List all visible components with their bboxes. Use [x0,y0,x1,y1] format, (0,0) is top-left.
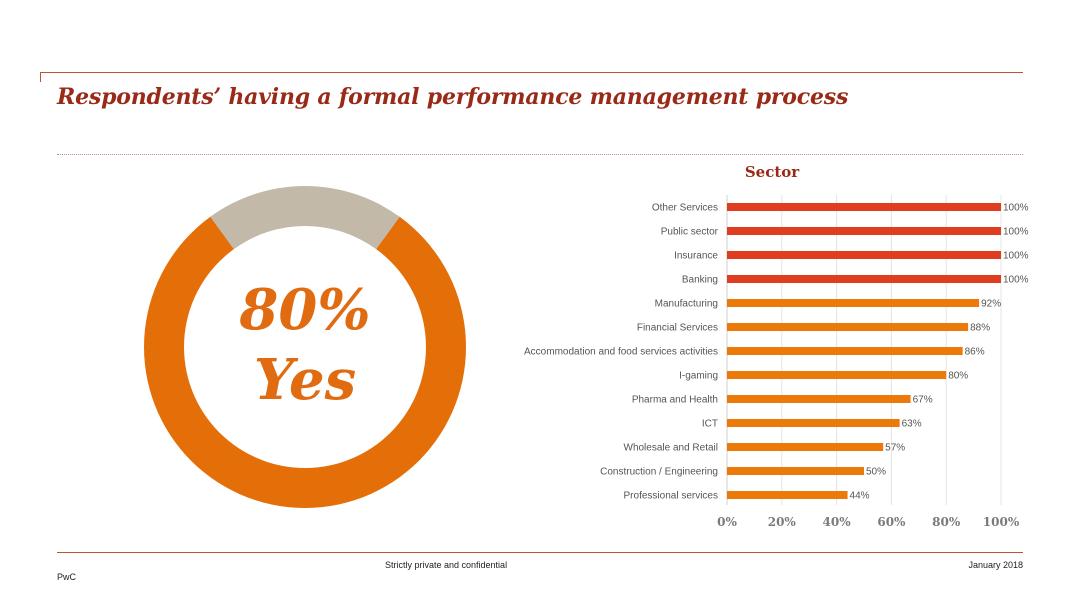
x-tick-label: 0% [717,515,737,529]
page-title: Respondents’ having a formal performance… [57,84,849,110]
category-label: Financial Services [637,323,718,334]
x-tick-label: 80% [932,515,961,529]
bar [727,275,1001,283]
category-label: Pharma and Health [632,395,718,406]
x-tick-label: 40% [823,515,852,529]
bar [727,443,884,451]
footer-rule [57,552,1023,553]
top-rule [40,72,1023,73]
category-label: Wholesale and Retail [624,443,719,454]
data-label: 92% [981,299,1001,310]
bar [727,203,1001,211]
bar [727,467,864,475]
category-label: Manufacturing [655,299,718,310]
category-label: Accommodation and food services activiti… [524,347,718,358]
bar [727,419,900,427]
dotted-divider [57,154,1023,155]
category-label: Banking [682,275,718,286]
data-label: 44% [850,491,870,502]
category-label: Public sector [661,227,719,238]
data-label: 57% [885,443,905,454]
data-label: 100% [1003,203,1029,214]
data-label: 86% [965,347,985,358]
bar [727,227,1001,235]
x-tick-label: 100% [983,515,1020,529]
data-label: 63% [902,419,922,430]
category-label: I-gaming [679,371,718,382]
bar [727,323,969,331]
bar [727,251,1001,259]
data-label: 100% [1003,275,1029,286]
x-tick-label: 20% [768,515,797,529]
data-label: 100% [1003,251,1029,262]
bar [727,395,911,403]
top-rule-tick [40,72,41,82]
data-label: 67% [913,395,933,406]
bar [727,347,963,355]
donut-answer-label: Yes [253,347,357,413]
category-label: Other Services [652,203,718,214]
category-label: Insurance [674,251,718,262]
brand-label: PwC [57,572,77,582]
data-label: 88% [970,323,990,334]
donut-percent-label: 80% [239,277,371,343]
bar [727,299,980,307]
confidential-note: Strictly private and confidential [385,560,508,570]
donut-slice-no [210,186,400,250]
donut-chart: 80% Yes [140,182,470,512]
data-label: 80% [948,371,968,382]
category-label: Construction / Engineering [600,467,718,478]
category-label: Professional services [624,491,718,502]
category-label: ICT [702,419,718,430]
footer-date: January 2018 [968,560,1023,570]
bar [727,371,947,379]
data-label: 50% [866,467,886,478]
bar [727,491,848,499]
data-label: 100% [1003,227,1029,238]
x-tick-label: 60% [877,515,906,529]
donut-svg [144,186,466,509]
chart-title: Sector [745,163,800,181]
